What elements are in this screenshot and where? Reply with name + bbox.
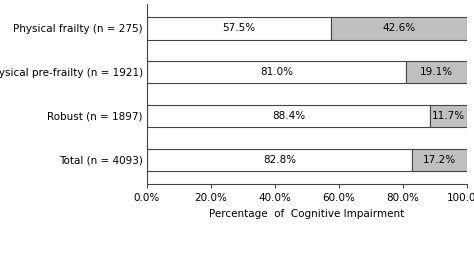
Bar	[147, 61, 406, 83]
Text: 88.4%: 88.4%	[272, 111, 305, 121]
Bar	[331, 17, 467, 39]
Text: 82.8%: 82.8%	[263, 155, 296, 165]
Text: 19.1%: 19.1%	[420, 67, 453, 77]
Bar	[147, 17, 331, 39]
Text: 81.0%: 81.0%	[260, 67, 293, 77]
Text: 17.2%: 17.2%	[423, 155, 456, 165]
Text: 57.5%: 57.5%	[222, 23, 255, 33]
Bar	[147, 149, 412, 171]
Bar	[430, 105, 467, 127]
Bar	[412, 149, 467, 171]
Bar	[147, 105, 430, 127]
X-axis label: Percentage  of  Cognitive Impairment: Percentage of Cognitive Impairment	[210, 209, 404, 219]
Text: 11.7%: 11.7%	[432, 111, 465, 121]
Text: 42.6%: 42.6%	[383, 23, 416, 33]
Bar	[406, 61, 467, 83]
